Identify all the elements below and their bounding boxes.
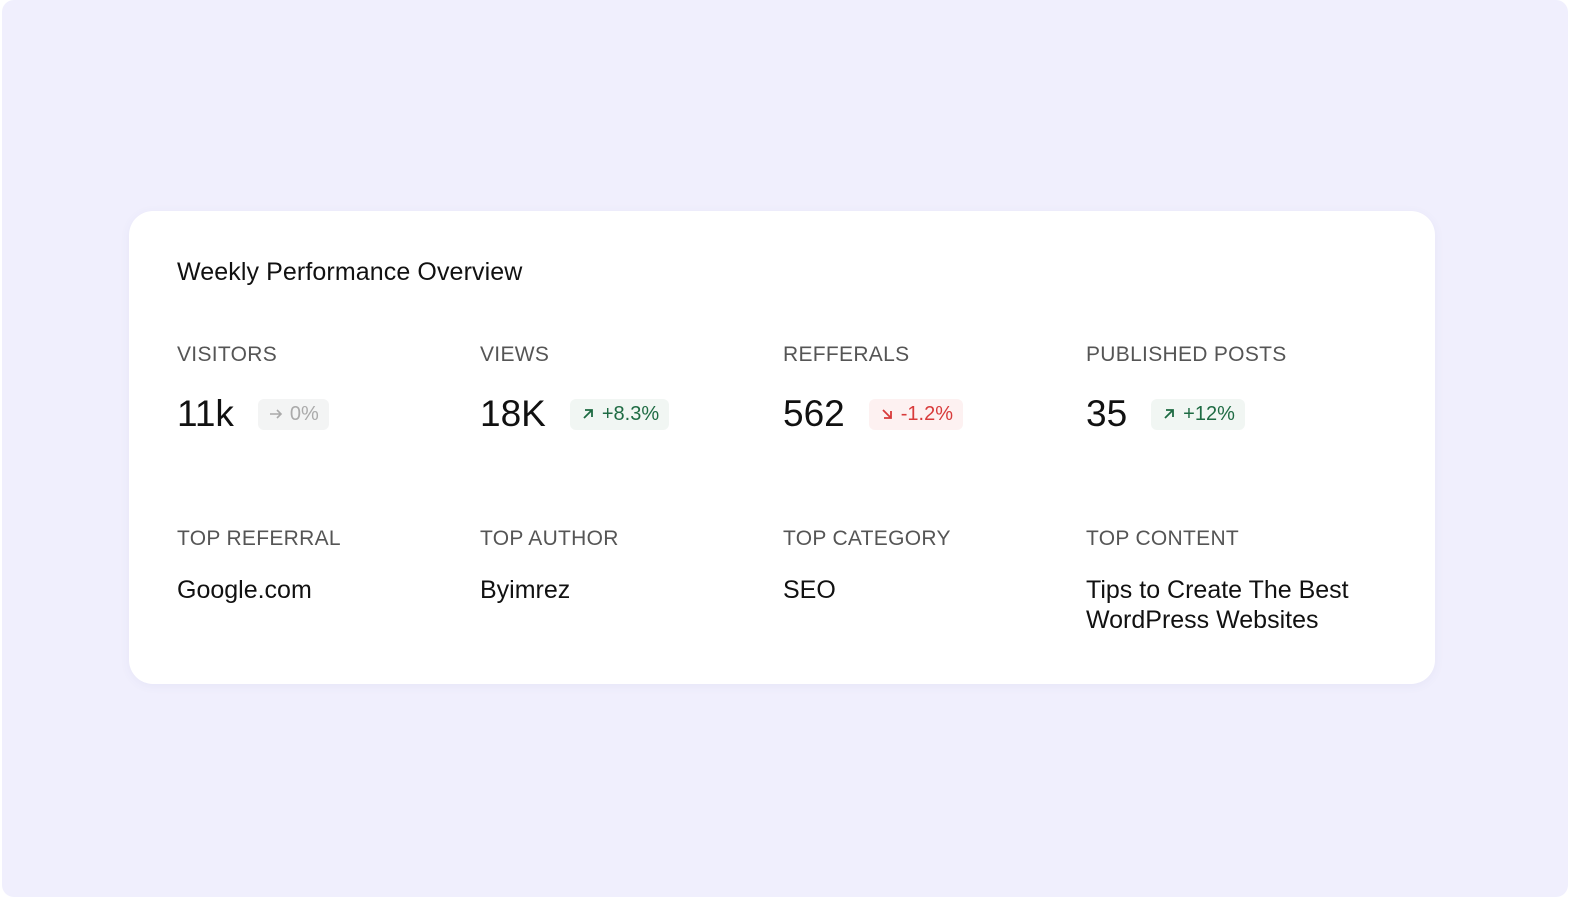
metric-published-posts: PUBLISHED POSTS 35 +12%	[1086, 343, 1389, 435]
tops-row: TOP REFERRAL Google.com TOP AUTHOR Byimr…	[177, 527, 1389, 635]
metric-views: VIEWS 18K +8.3%	[480, 343, 783, 435]
metric-value: 18K	[480, 393, 546, 434]
top-value: Byimrez	[480, 576, 571, 604]
metric-label: VISITORS	[177, 343, 278, 366]
top-label: TOP CATEGORY	[783, 527, 951, 550]
top-category: TOP CATEGORY SEO	[783, 527, 1086, 635]
metrics-row: VISITORS 11k 0% VIEWS 18K +8.3% REFFERAL…	[177, 343, 1389, 435]
change-value: -1.2%	[900, 402, 953, 425]
top-value: Google.com	[177, 576, 312, 604]
card-title: Weekly Performance Overview	[177, 258, 523, 286]
top-label: TOP REFERRAL	[177, 527, 341, 550]
change-value: 0%	[289, 402, 319, 425]
top-value: SEO	[783, 576, 836, 604]
arrow-down-right-icon	[882, 409, 892, 419]
metric-value: 562	[783, 393, 845, 434]
top-label: TOP AUTHOR	[480, 527, 619, 550]
metric-label: PUBLISHED POSTS	[1086, 343, 1287, 366]
arrow-up-right-icon	[1164, 409, 1175, 419]
metric-visitors: VISITORS 11k 0%	[177, 343, 480, 435]
weekly-performance-card: Weekly Performance Overview VISITORS 11k…	[129, 211, 1435, 684]
metric-value: 11k	[177, 393, 234, 434]
change-value: +12%	[1183, 402, 1235, 425]
change-badge: -1.2%	[868, 398, 963, 430]
top-content: TOP CONTENT Tips to Create The Best Word…	[1086, 527, 1389, 635]
metric-value: 35	[1086, 393, 1128, 434]
change-badge: +12%	[1151, 398, 1245, 430]
arrow-up-right-icon	[583, 409, 593, 419]
top-value: Tips to Create The Best WordPress Websit…	[1086, 576, 1349, 634]
change-value: +8.3%	[601, 402, 660, 425]
metric-label: VIEWS	[480, 343, 550, 366]
change-badge: +8.3%	[569, 398, 670, 430]
top-label: TOP CONTENT	[1086, 527, 1240, 550]
arrow-right-icon	[269, 409, 283, 419]
metric-label: REFFERALS	[783, 343, 910, 366]
top-referral: TOP REFERRAL Google.com	[177, 527, 480, 635]
top-author: TOP AUTHOR Byimrez	[480, 527, 783, 635]
change-badge: 0%	[257, 398, 329, 430]
metric-refferals: REFFERALS 562 -1.2%	[783, 343, 1086, 435]
